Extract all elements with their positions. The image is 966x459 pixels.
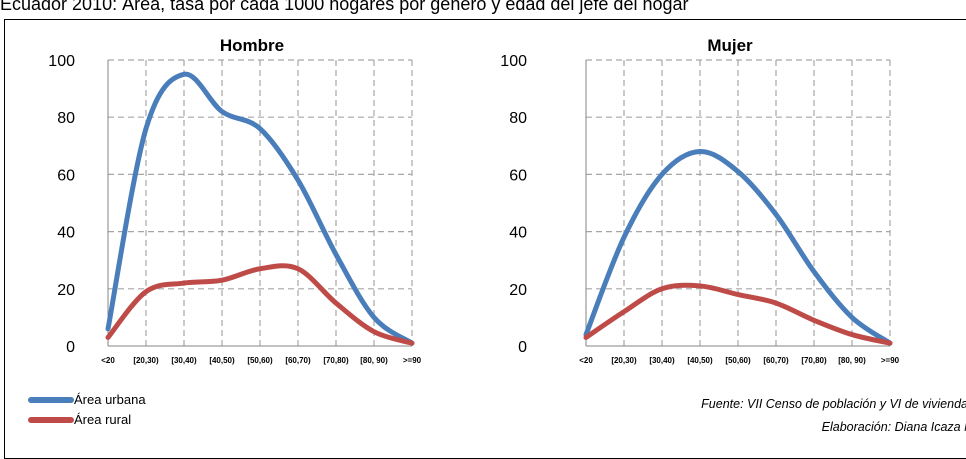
hombre-ytick-label: 20 xyxy=(57,282,75,299)
hombre-xtick-label: [40,50) xyxy=(209,356,235,365)
figure-caption: Ecuador 2010: Área, tasa por cada 1000 h… xyxy=(0,0,689,14)
mujer-ytick-label: 60 xyxy=(509,167,527,184)
mujer-series-rural-line xyxy=(583,282,893,346)
hombre-xtick-label: [60,70) xyxy=(285,356,311,365)
mujer-ytick-label: 40 xyxy=(509,225,527,242)
hombre-ytick-label: 0 xyxy=(66,339,75,356)
hombre-chart-title: Hombre xyxy=(220,36,284,55)
hombre-xtick-label: >=90 xyxy=(403,356,422,365)
hombre-xtick-label: [70,80) xyxy=(323,356,349,365)
mujer-xtick-label: [40,50) xyxy=(687,356,713,365)
source-notes: Fuente: VII Censo de población y VI de v… xyxy=(701,393,966,439)
hombre-xtick-label: [20,30) xyxy=(133,356,159,365)
elaboration-text: Elaboración: Diana Icaza M. xyxy=(821,420,966,434)
mujer-xtick-label: [20,30) xyxy=(611,356,637,365)
hombre-ytick-label: 80 xyxy=(57,110,75,127)
mujer-xtick-label: [30,40) xyxy=(649,356,675,365)
hombre-series-rural-line xyxy=(105,263,415,346)
mujer-series-urban-line xyxy=(583,149,893,346)
mujer-xtick-label: [70,80) xyxy=(801,356,827,365)
mujer-xtick-label: >=90 xyxy=(881,356,900,365)
hombre-xtick-label: [50,60) xyxy=(247,356,273,365)
charts-canvas: 0 20 40 60 80 100 <20 [20,30) [30,40) [40,50) [50,… xyxy=(48,36,900,365)
legend: Área urbana Área rural xyxy=(18,390,146,430)
hombre-xtick-label: [30,40) xyxy=(171,356,197,365)
mujer-xtick-label: [80, 90) xyxy=(838,356,866,365)
legend-label-urban: Área urbana xyxy=(74,392,146,407)
hombre-xtick-label: [80, 90) xyxy=(360,356,388,365)
mujer-ytick-label: 80 xyxy=(509,110,527,127)
mujer-ytick-label: 0 xyxy=(518,339,527,356)
hombre-ytick-label: 100 xyxy=(48,53,75,70)
mujer-xtick-label: [50,60) xyxy=(725,356,751,365)
mujer-chart-title: Mujer xyxy=(707,36,753,55)
mujer-xtick-label: [60,70) xyxy=(763,356,789,365)
legend-item-urban: Área urbana xyxy=(18,390,146,410)
mujer-ytick-label: 20 xyxy=(509,282,527,299)
hombre-ytick-label: 40 xyxy=(57,225,75,242)
legend-swatch-rural xyxy=(28,417,74,423)
hombre-ytick-label: 60 xyxy=(57,167,75,184)
hombre-xtick-label: <20 xyxy=(101,356,115,365)
mujer-ytick-label: 100 xyxy=(500,53,527,70)
legend-label-rural: Área rural xyxy=(74,412,132,427)
mujer-xtick-label: <20 xyxy=(579,356,593,365)
legend-swatch-urban xyxy=(28,397,74,403)
legend-item-rural: Área rural xyxy=(18,410,146,430)
hombre-series-urban-line xyxy=(105,71,415,346)
source-text: Fuente: VII Censo de población y VI de v… xyxy=(701,397,966,411)
